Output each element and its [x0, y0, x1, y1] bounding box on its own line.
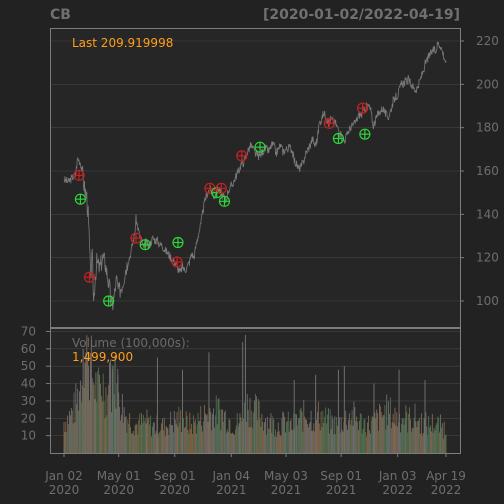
time-tick-label: Jan 02 — [44, 469, 83, 483]
time-tick-year: 2020 — [159, 483, 190, 497]
buy-signal-marker — [254, 141, 266, 153]
volume-tick-label: 60 — [21, 342, 36, 356]
chart-date-range: [2020-01-02/2022-04-19] — [263, 7, 460, 23]
volume-bars — [63, 334, 447, 453]
time-tick-label: Sep 01 — [154, 469, 196, 483]
sell-signal-marker — [171, 256, 183, 268]
time-tick-year: 2021 — [326, 483, 357, 497]
buy-signal-marker — [218, 195, 231, 207]
price-tick-label: 220 — [476, 34, 499, 48]
time-tick-label: Jan 03 — [378, 469, 417, 483]
time-tick-year: 2022 — [431, 483, 462, 497]
sell-signal-marker — [236, 150, 248, 162]
time-tick-year: 2021 — [216, 483, 247, 497]
price-tick-label: 180 — [476, 121, 499, 135]
volume-tick-label: 10 — [21, 429, 36, 443]
time-tick-year: 2022 — [382, 483, 413, 497]
price-tick-label: 140 — [476, 207, 499, 221]
time-tick-label: Jan 04 — [211, 469, 250, 483]
trade-signal-markers — [73, 102, 371, 307]
sell-signal-marker — [73, 169, 85, 181]
volume-tick-label: 50 — [21, 359, 36, 373]
volume-tick-label: 30 — [21, 394, 36, 408]
time-tick-label: Sep 01 — [320, 469, 362, 483]
price-tick-label: 120 — [476, 251, 499, 265]
price-axis-ticks: 100 120 140 160 180 200 220 — [460, 34, 499, 308]
buy-signal-marker — [103, 295, 115, 307]
volume-tick-label: 70 — [21, 324, 36, 338]
time-tick-label: May 03 — [264, 469, 308, 483]
volume-axis-ticks: 10 20 30 40 50 60 70 — [21, 324, 50, 443]
price-panel — [50, 28, 461, 328]
sell-signal-marker — [356, 102, 369, 114]
time-tick-label: Apr 19 — [426, 469, 466, 483]
buy-signal-marker — [172, 236, 184, 249]
price-tick-label: 100 — [476, 294, 499, 308]
price-series-line — [63, 41, 447, 311]
buy-signal-marker — [74, 193, 87, 205]
sell-signal-marker — [215, 182, 227, 194]
price-tick-label: 200 — [476, 77, 499, 91]
buy-signal-marker — [359, 128, 371, 140]
time-tick-label: May 01 — [97, 469, 141, 483]
last-price-label: Last 209.919998 — [72, 36, 173, 50]
chart-title-symbol: CB — [50, 7, 71, 23]
volume-tick-label: 20 — [21, 411, 36, 425]
price-tick-label: 160 — [476, 164, 499, 178]
time-tick-year: 2020 — [49, 483, 80, 497]
volume-label: Volume (100,000s): — [72, 336, 190, 350]
sell-signal-marker — [83, 271, 96, 283]
volume-value: 1,499,900 — [72, 350, 133, 364]
time-tick-year: 2020 — [103, 483, 134, 497]
sell-signal-marker — [130, 232, 142, 244]
volume-tick-label: 40 — [21, 377, 36, 391]
buy-signal-marker — [332, 132, 345, 145]
buy-signal-marker — [139, 239, 151, 251]
time-tick-year: 2021 — [271, 483, 302, 497]
sell-signal-marker — [323, 117, 335, 129]
